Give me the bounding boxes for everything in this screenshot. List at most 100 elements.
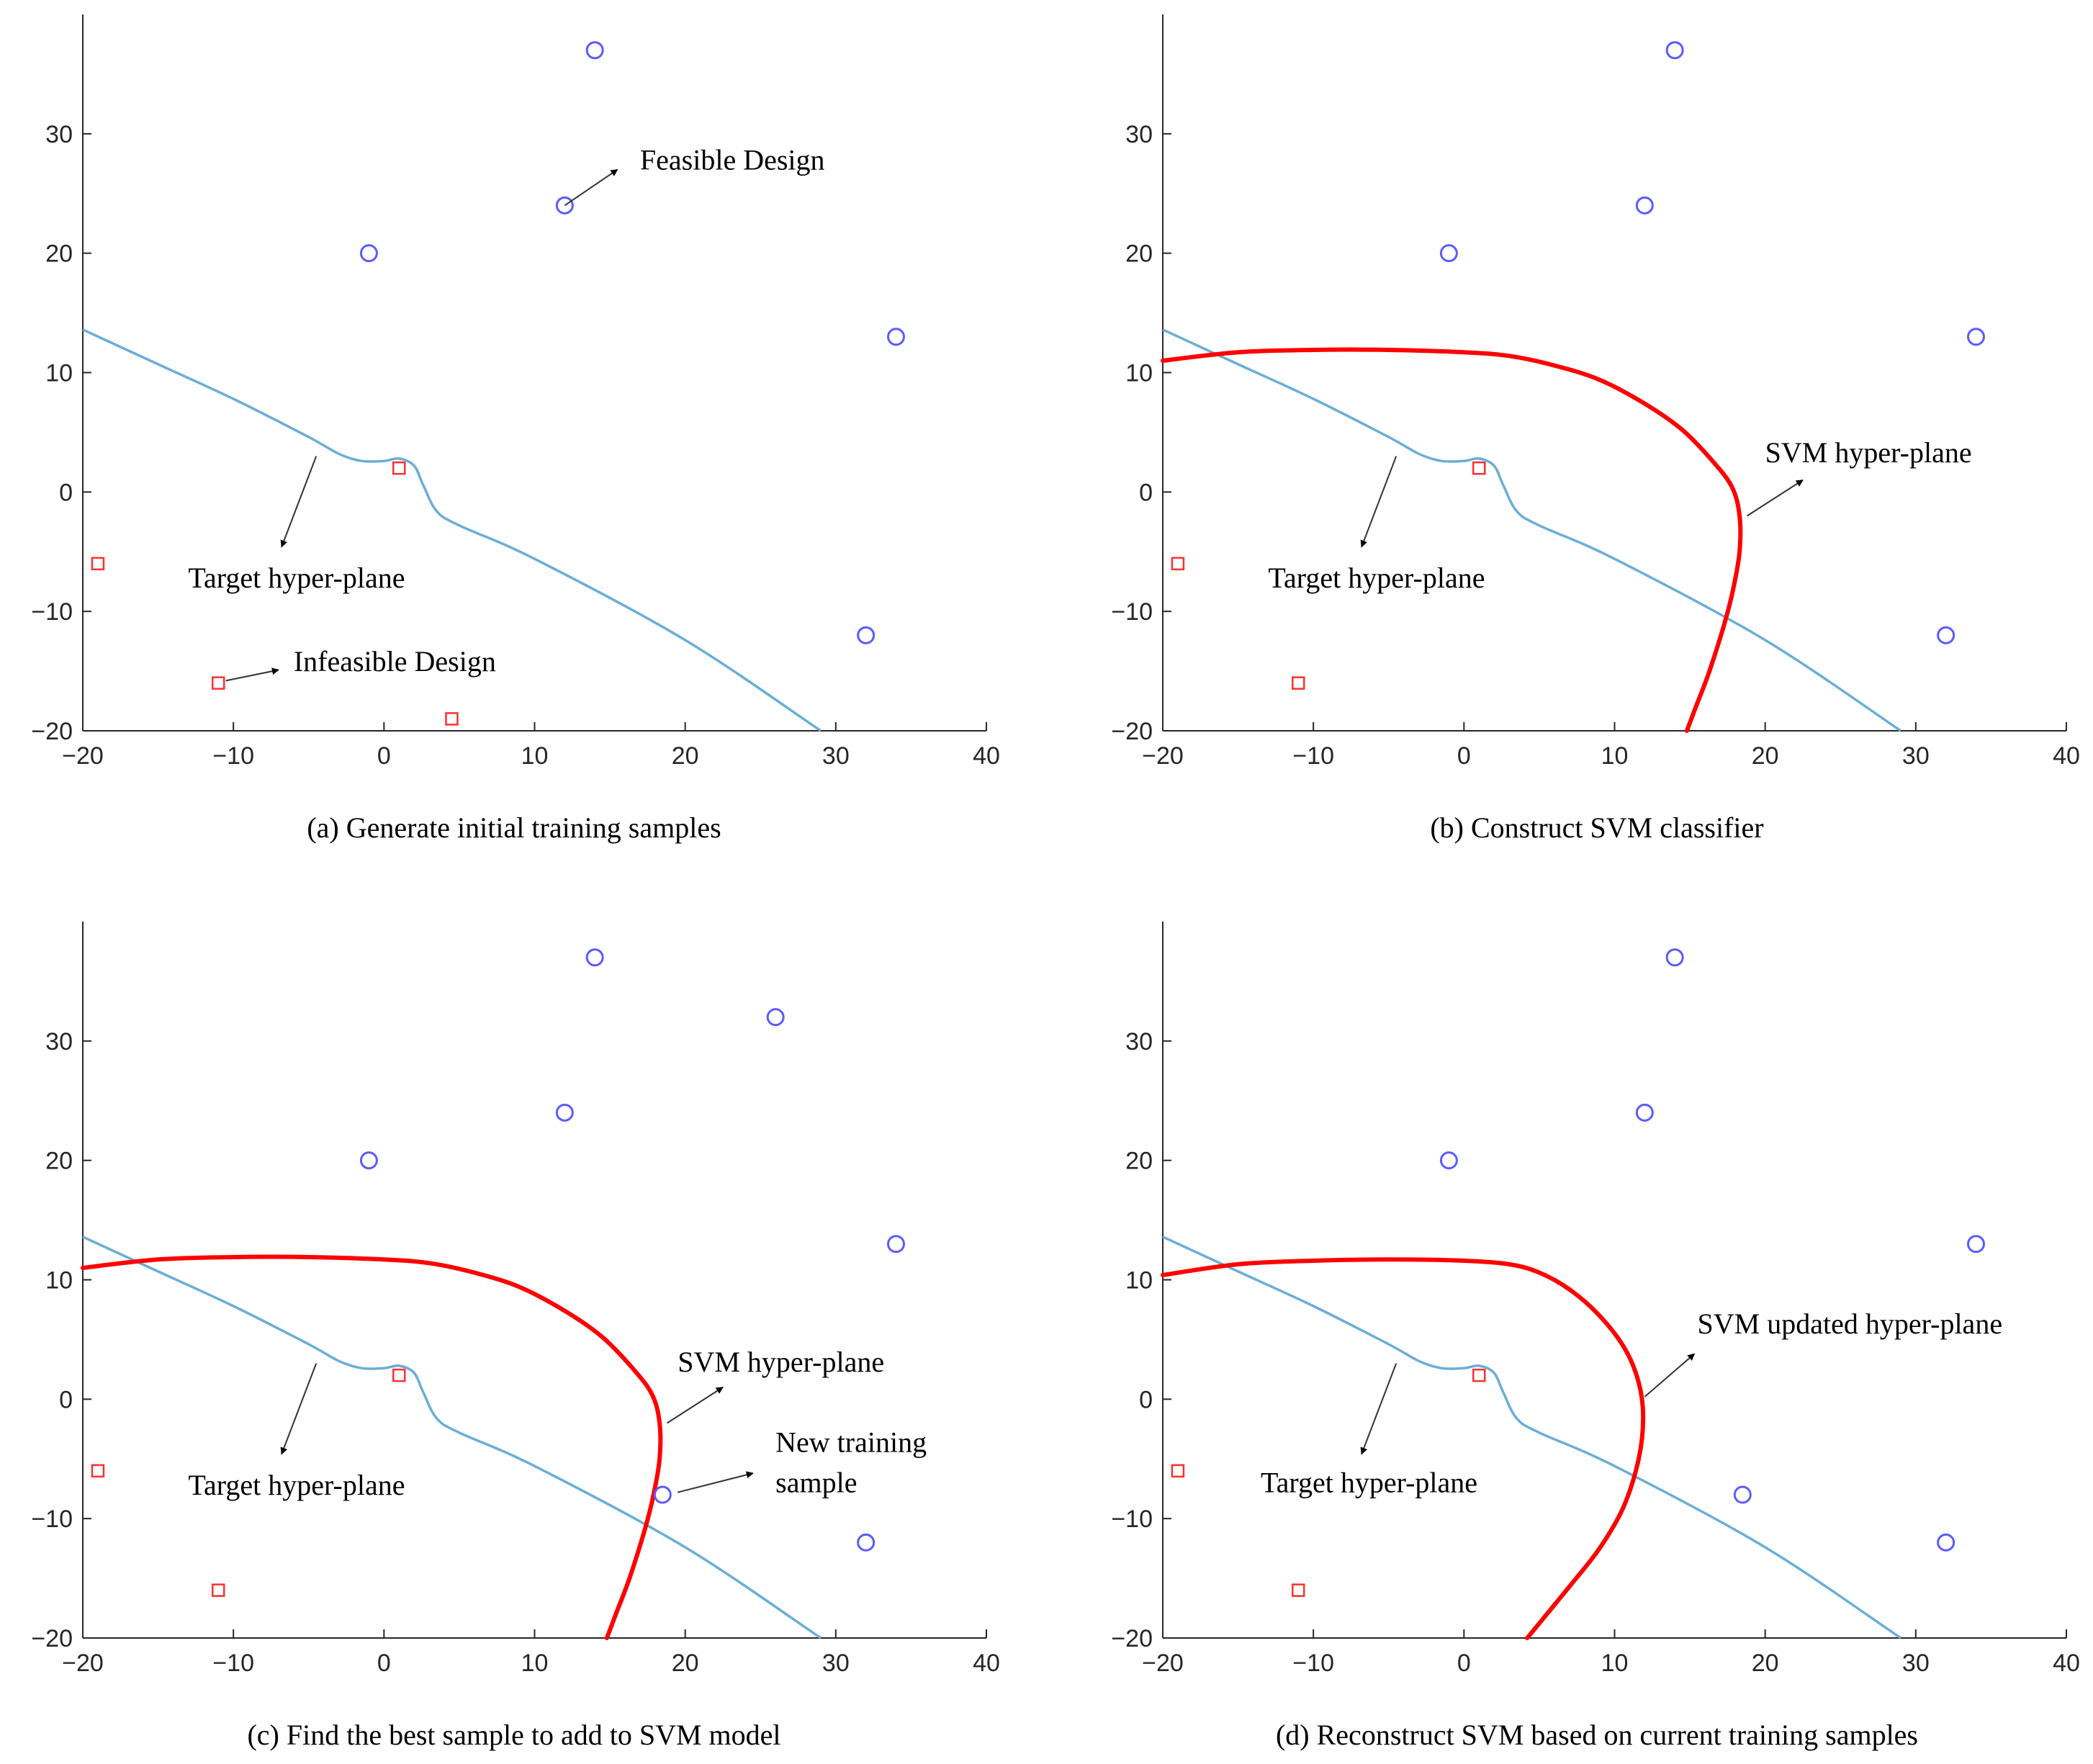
x-tick-label: −10 xyxy=(1292,742,1334,770)
panel-a: −20 −10 0 10 20 30 40 −20 −10 0 10 20 30 Feasible Des… xyxy=(31,14,1000,770)
feasible-point xyxy=(1635,196,1654,215)
svm-hyper-plane-d xyxy=(1161,1257,1646,1640)
feasible-point xyxy=(1635,1103,1654,1122)
feasible-point xyxy=(1439,244,1458,263)
y-tick-label: 30 xyxy=(45,121,73,148)
y-tick-label: 0 xyxy=(1139,1386,1153,1413)
y-tick-label: −10 xyxy=(1111,1506,1153,1533)
feasible-point xyxy=(1665,948,1684,967)
feasible-point xyxy=(1937,1533,1955,1552)
feasible-point xyxy=(1937,626,1955,644)
annotation-label: sample xyxy=(775,1467,857,1499)
feasible-point xyxy=(653,1485,672,1504)
target-hyper-plane-a xyxy=(82,328,822,732)
y-tick-label: 30 xyxy=(45,1028,73,1056)
x-tick-label: 20 xyxy=(672,742,699,770)
feasible-point xyxy=(555,196,574,215)
annotation-label: Target hyper-plane xyxy=(1268,562,1485,594)
infeasible-point xyxy=(1472,461,1486,475)
y-tick-label: −20 xyxy=(1111,1625,1153,1652)
infeasible-point xyxy=(392,461,406,475)
y-tick-label: 10 xyxy=(1125,1267,1153,1295)
target-hyper-plane-d xyxy=(1162,1236,1901,1639)
annotation-arrow xyxy=(280,1363,318,1455)
infeasible-point xyxy=(91,1464,105,1478)
y-tick-label: −10 xyxy=(1111,598,1153,626)
feasible-point xyxy=(1733,1485,1752,1504)
feasible-point xyxy=(585,948,604,967)
y-tick-label: −20 xyxy=(31,1625,73,1652)
y-tick-label: −20 xyxy=(31,718,73,745)
x-tick-label: 10 xyxy=(521,742,549,770)
infeasible-point xyxy=(212,1583,225,1597)
infeasible-point xyxy=(1292,1583,1305,1597)
feasible-point xyxy=(887,1235,905,1254)
annotation-arrow xyxy=(280,456,318,548)
annotation-label: Target hyper-plane xyxy=(188,1469,405,1501)
y-tick-label: 0 xyxy=(59,479,73,506)
feasible-point xyxy=(1439,1151,1458,1170)
svm-hyper-plane-b xyxy=(1161,347,1743,733)
feasible-point xyxy=(857,626,876,644)
caption-a: (a) Generate initial training samples xyxy=(307,811,721,844)
annotation-label: SVM updated hyper-plane xyxy=(1698,1308,2003,1340)
x-tick-label: 30 xyxy=(822,742,850,770)
infeasible-point xyxy=(212,676,225,690)
feasible-point xyxy=(1665,41,1684,60)
y-tick-label: −10 xyxy=(31,1506,73,1533)
y-tick-label: 0 xyxy=(1139,479,1153,506)
annotation-arrow xyxy=(1360,456,1397,548)
x-tick-label: 30 xyxy=(1902,1650,1930,1677)
x-tick-label: −20 xyxy=(62,742,104,770)
x-tick-label: 30 xyxy=(1902,742,1930,770)
y-tick-label: 10 xyxy=(45,1267,73,1295)
x-tick-label: 40 xyxy=(973,1650,1000,1677)
x-tick-label: −20 xyxy=(62,1650,104,1677)
feasible-point xyxy=(359,244,378,263)
x-tick-label: 30 xyxy=(822,1650,850,1677)
annotation-arrow xyxy=(677,1471,754,1493)
y-tick-label: 20 xyxy=(45,1148,73,1175)
annotation-label: Target hyper-plane xyxy=(1261,1467,1477,1499)
x-tick-label: 10 xyxy=(1601,742,1629,770)
x-tick-label: 0 xyxy=(1457,1650,1471,1677)
feasible-point xyxy=(1967,1235,1985,1254)
y-tick-label: 20 xyxy=(45,240,73,268)
infeasible-point xyxy=(1472,1368,1486,1382)
x-tick-label: −10 xyxy=(212,1650,254,1677)
y-tick-label: −20 xyxy=(1111,718,1153,745)
x-tick-label: 0 xyxy=(377,742,391,770)
annotation-arrow xyxy=(564,168,618,207)
x-tick-label: 0 xyxy=(377,1650,391,1677)
x-tick-label: −20 xyxy=(1142,1650,1184,1677)
panel-d: −20 −10 0 10 20 30 40 −20 −10 0 10 20 30 SVM updated … xyxy=(1111,922,2080,1677)
feasible-point xyxy=(555,1103,574,1122)
feasible-point xyxy=(359,1151,378,1170)
annotation-arrow xyxy=(1644,1353,1696,1398)
y-tick-label: 20 xyxy=(1125,240,1153,268)
y-tick-label: 30 xyxy=(1125,1028,1153,1056)
x-tick-label: −20 xyxy=(1142,742,1184,770)
caption-c: (c) Find the best sample to add to SVM m… xyxy=(247,1719,780,1751)
infeasible-point xyxy=(392,1368,406,1382)
feasible-point xyxy=(766,1008,785,1027)
annotation-label: Target hyper-plane xyxy=(188,562,405,594)
annotation-label: New training xyxy=(775,1426,927,1458)
caption-b: (b) Construct SVM classifier xyxy=(1430,811,1763,844)
y-tick-label: 0 xyxy=(59,1386,73,1413)
infeasible-point xyxy=(1171,1464,1185,1478)
caption-d: (d) Reconstruct SVM based on current tra… xyxy=(1276,1719,1918,1751)
x-tick-label: 40 xyxy=(2053,1650,2080,1677)
feasible-point xyxy=(585,41,604,60)
y-tick-label: 10 xyxy=(1125,360,1153,387)
target-hyper-plane-c xyxy=(82,1236,822,1639)
feasible-point xyxy=(1967,328,1985,346)
infeasible-point xyxy=(1292,676,1305,690)
x-tick-label: 20 xyxy=(1752,1650,1779,1677)
y-tick-label: −10 xyxy=(31,598,73,626)
infeasible-point xyxy=(91,557,105,571)
feasible-point xyxy=(887,328,905,346)
x-tick-label: 10 xyxy=(1601,1650,1629,1677)
infeasible-point xyxy=(445,712,459,726)
